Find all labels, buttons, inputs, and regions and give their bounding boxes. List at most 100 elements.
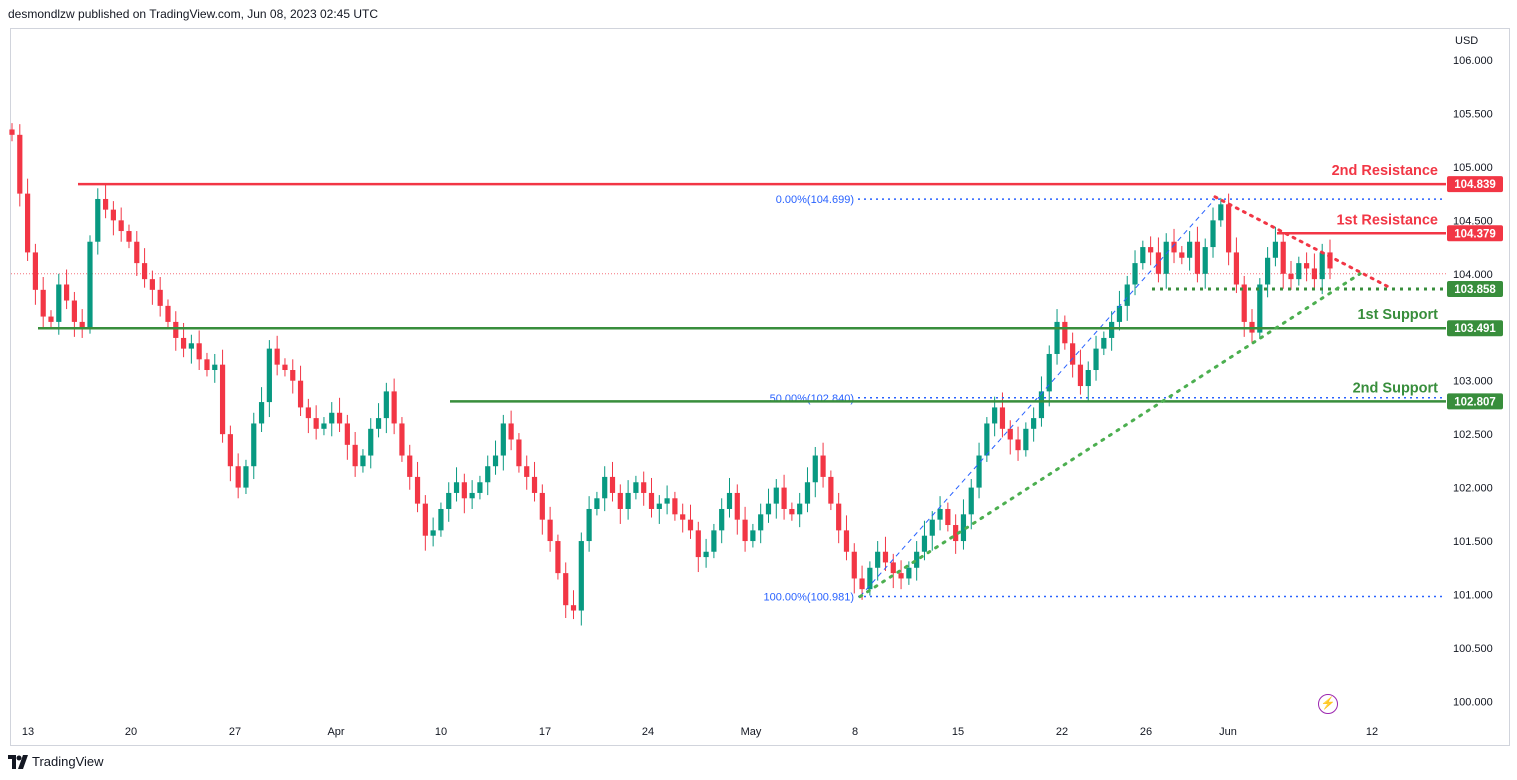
- x-tick-label: 17: [539, 726, 551, 738]
- descending-trendline: [1213, 195, 1390, 289]
- price-tag-label: 102.807: [1454, 396, 1496, 408]
- candle-body: [633, 482, 639, 493]
- candle-body: [812, 455, 818, 483]
- candle-body: [290, 370, 296, 381]
- candle-body: [1194, 241, 1201, 274]
- price-tag-label: 104.379: [1454, 228, 1496, 240]
- y-tick-label: 105.000: [1453, 162, 1493, 174]
- candle-body: [1093, 348, 1099, 371]
- chart-frame: [10, 28, 1510, 746]
- candle-body: [126, 231, 132, 242]
- x-tick-label: 12: [1366, 726, 1378, 738]
- price-tag-label: 103.491: [1454, 323, 1496, 335]
- candle-body: [929, 519, 935, 536]
- candle-body: [71, 300, 77, 322]
- candle-body: [102, 198, 109, 210]
- candle-body: [984, 423, 990, 456]
- candle-body: [1007, 428, 1013, 440]
- candle-body: [921, 535, 928, 552]
- candle-body: [617, 492, 623, 509]
- publisher-info: desmondlzw published on TradingView.com,…: [8, 7, 379, 21]
- x-tick-label: 20: [125, 726, 137, 738]
- candle-body: [1124, 284, 1130, 306]
- candle-body: [399, 423, 405, 456]
- candle-body: [999, 407, 1006, 429]
- candle-body: [118, 220, 124, 232]
- candle-body: [344, 423, 350, 445]
- x-tick-label: 22: [1056, 726, 1068, 738]
- candle-body: [391, 391, 397, 424]
- candle-body: [485, 466, 491, 483]
- y-tick-label: 101.000: [1453, 590, 1493, 602]
- candle-body: [1155, 252, 1162, 274]
- candle-body: [711, 530, 717, 552]
- candle-body: [1288, 273, 1294, 280]
- candle-body: [1265, 257, 1271, 285]
- x-tick-label: Apr: [327, 726, 344, 738]
- candle-body: [1077, 364, 1084, 387]
- candle-body: [1311, 268, 1318, 280]
- candle-body: [656, 503, 662, 509]
- candle-body: [243, 466, 249, 488]
- candle-body: [274, 348, 280, 365]
- candle-body: [890, 562, 896, 574]
- candle-body: [173, 321, 179, 338]
- candle-body: [859, 578, 865, 590]
- y-tick-label: 101.500: [1453, 536, 1493, 548]
- candle-body: [695, 530, 701, 558]
- candle-body: [48, 316, 54, 322]
- y-tick-label: 106.000: [1453, 55, 1493, 67]
- candle-body: [1257, 284, 1263, 333]
- level-name-label: 2nd Support: [1353, 380, 1439, 396]
- candle-body: [204, 359, 210, 371]
- candle-body: [750, 530, 756, 542]
- candle-body: [1054, 321, 1060, 354]
- lightning-icon[interactable]: ⚡: [1318, 694, 1338, 714]
- candle-body: [906, 567, 912, 579]
- candle-body: [1148, 247, 1154, 253]
- candle-body: [383, 391, 389, 419]
- candle-body: [79, 321, 85, 328]
- price-tag: [1447, 280, 1503, 297]
- candle-body: [851, 551, 857, 579]
- candle-body: [461, 482, 467, 499]
- candle-body: [1179, 252, 1185, 258]
- candle-body: [945, 508, 951, 526]
- candle-body: [516, 439, 522, 467]
- candle-body: [134, 241, 140, 264]
- candle-body: [547, 519, 553, 542]
- fib-level-label: 50.00%(102.840): [770, 393, 854, 405]
- candle-body: [1116, 305, 1123, 322]
- candle-body: [531, 476, 538, 493]
- candle-body: [1296, 263, 1302, 280]
- candle-body: [898, 573, 904, 579]
- candle-body: [758, 514, 764, 531]
- candle-body: [1233, 252, 1240, 285]
- candle-body: [40, 289, 46, 317]
- candle-body: [882, 551, 889, 563]
- candle-body: [508, 423, 514, 440]
- candle-body: [469, 492, 475, 499]
- candle-body: [219, 364, 226, 435]
- price-tag: [1447, 176, 1503, 193]
- candle-body: [578, 541, 584, 611]
- x-tick-label: Jun: [1219, 726, 1237, 738]
- candle-body: [149, 279, 155, 290]
- candle-body: [836, 503, 842, 531]
- footer-brand: TradingView: [32, 754, 104, 769]
- candle-body: [968, 487, 974, 515]
- y-tick-label: 104.500: [1453, 215, 1493, 227]
- x-tick-label: 13: [22, 726, 34, 738]
- candle-body: [680, 514, 686, 520]
- candle-body: [87, 241, 93, 328]
- candle-body: [1202, 247, 1208, 274]
- fib-trend-line: [859, 198, 1216, 597]
- candle-body: [430, 530, 436, 536]
- candle-body: [63, 284, 70, 301]
- candle-body: [56, 284, 62, 322]
- candle-body: [24, 193, 31, 253]
- footer: TradingView: [8, 754, 104, 769]
- candle-body: [336, 412, 343, 424]
- candle-body: [235, 466, 241, 488]
